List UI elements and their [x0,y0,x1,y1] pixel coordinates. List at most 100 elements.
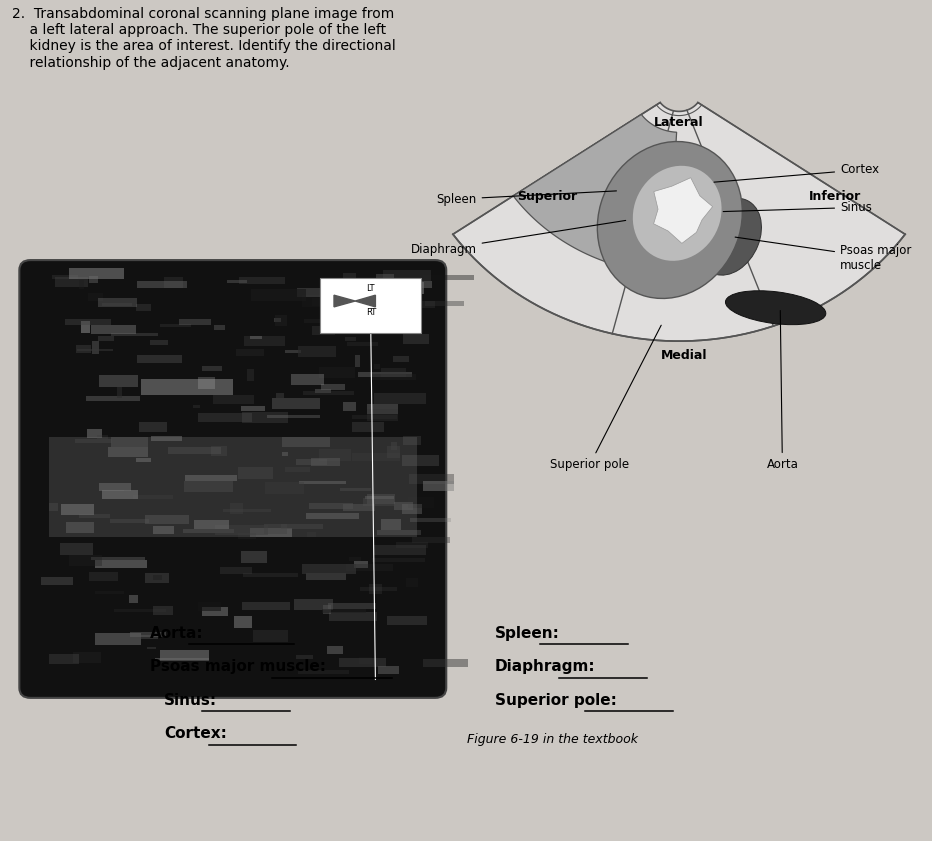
Bar [423,659,468,667]
Bar [198,413,252,422]
Bar [69,268,124,278]
Bar [296,655,313,659]
Bar [285,350,301,353]
Bar [367,284,387,291]
Bar [354,561,368,569]
Bar [372,558,425,562]
Bar [153,575,162,580]
Text: Medial: Medial [661,350,706,362]
Bar [319,448,350,461]
Bar [250,528,293,537]
Bar [49,653,79,664]
Bar [211,447,227,456]
Bar [297,670,350,674]
Bar [374,394,426,404]
Bar [346,337,357,341]
Bar [198,601,221,611]
Bar [95,559,146,569]
Bar [153,606,172,616]
Bar [110,519,149,523]
Bar [251,336,262,339]
Bar [52,275,78,278]
Bar [185,481,233,492]
Text: Superior: Superior [517,190,577,203]
Bar [282,452,289,456]
Bar [343,272,356,284]
Bar [41,577,73,585]
Bar [408,497,433,508]
Bar [65,319,111,325]
Bar [136,304,151,311]
Bar [367,494,395,505]
Bar [111,436,148,448]
Bar [422,481,454,491]
Bar [315,389,331,393]
Bar [107,447,148,458]
Text: Psoas major muscle:: Psoas major muscle: [150,659,326,674]
Bar [198,377,214,389]
Bar [55,277,88,287]
Bar [78,280,84,288]
Bar [403,334,429,344]
Bar [381,519,401,530]
Bar [253,630,288,642]
Bar [252,288,306,300]
Bar [76,349,113,352]
Bar [297,288,331,298]
Text: Cortex: Cortex [714,163,879,182]
Bar [185,475,237,481]
Bar [242,412,288,423]
Bar [420,301,435,308]
Bar [346,564,393,571]
Bar [137,356,182,362]
Bar [267,415,320,418]
Bar [275,315,287,326]
Bar [102,489,138,499]
Text: Cortex:: Cortex: [164,727,226,741]
Polygon shape [334,295,355,307]
Bar [320,367,355,378]
Polygon shape [514,114,677,274]
Bar [402,455,439,466]
Bar [230,503,242,514]
Bar [153,526,174,534]
Bar [410,518,451,522]
Bar [95,591,124,595]
Bar [239,468,273,479]
Bar [194,520,228,529]
Bar [363,499,393,506]
Bar [377,530,421,535]
Bar [184,529,234,533]
Bar [226,280,247,283]
Bar [383,270,432,281]
Bar [73,652,102,663]
Bar [215,525,267,536]
Bar [69,555,103,566]
Polygon shape [653,177,713,243]
Text: Diaphragm:: Diaphragm: [495,659,596,674]
Text: Diaphragm: Diaphragm [411,220,625,256]
Bar [81,321,90,333]
Bar [291,374,323,385]
Bar [387,616,428,625]
Bar [405,578,418,586]
Bar [48,503,58,511]
Bar [75,346,91,353]
Bar [350,323,380,331]
Bar [90,325,136,334]
Bar [394,502,413,510]
Bar [302,563,356,574]
Text: Lateral: Lateral [654,115,704,129]
Bar [343,402,356,411]
Bar [399,283,424,294]
Bar [299,481,346,484]
Bar [396,542,428,548]
Bar [95,632,141,645]
Bar [213,395,254,404]
Bar [391,442,397,450]
Bar [160,650,210,660]
Text: Superior pole: Superior pole [550,325,661,471]
Bar [99,336,115,341]
Bar [130,632,166,637]
Bar [202,606,228,616]
